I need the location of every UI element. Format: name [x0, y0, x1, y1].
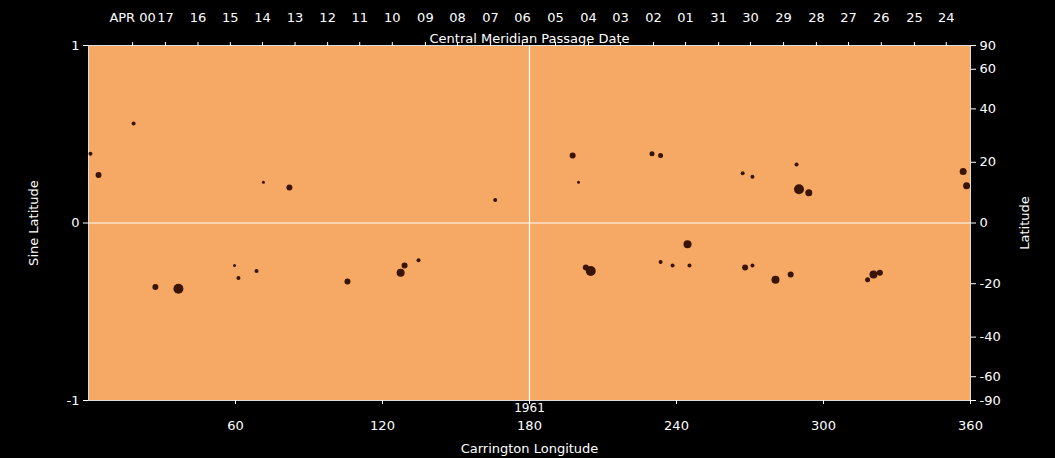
- svg-text:15: 15: [222, 10, 239, 25]
- svg-text:20: 20: [980, 154, 997, 169]
- svg-text:04: 04: [580, 10, 597, 25]
- svg-text:-20: -20: [980, 276, 1001, 291]
- svg-text:10: 10: [384, 10, 401, 25]
- svg-text:29: 29: [775, 10, 792, 25]
- svg-text:07: 07: [482, 10, 499, 25]
- svg-text:1: 1: [71, 38, 79, 53]
- svg-text:05: 05: [547, 10, 564, 25]
- svg-text:60: 60: [227, 418, 244, 433]
- svg-text:0: 0: [71, 215, 79, 230]
- svg-text:Latitude: Latitude: [1017, 196, 1032, 250]
- svg-text:Carrington Longitude: Carrington Longitude: [461, 441, 599, 456]
- svg-text:-90: -90: [980, 393, 1001, 408]
- svg-text:240: 240: [664, 418, 689, 433]
- svg-text:09: 09: [417, 10, 434, 25]
- svg-text:120: 120: [370, 418, 395, 433]
- svg-text:17: 17: [157, 10, 174, 25]
- svg-text:02: 02: [645, 10, 662, 25]
- svg-text:11: 11: [351, 10, 368, 25]
- svg-text:90: 90: [980, 38, 997, 53]
- svg-text:27: 27: [840, 10, 857, 25]
- svg-text:06: 06: [514, 10, 531, 25]
- svg-text:26: 26: [873, 10, 890, 25]
- svg-text:40: 40: [980, 101, 997, 116]
- svg-text:31: 31: [710, 10, 727, 25]
- svg-text:0: 0: [980, 215, 988, 230]
- svg-text:300: 300: [811, 418, 836, 433]
- svg-text:180: 180: [517, 418, 542, 433]
- svg-text:APR 00: APR 00: [109, 10, 155, 25]
- svg-text:01: 01: [677, 10, 694, 25]
- svg-text:16: 16: [190, 10, 207, 25]
- svg-text:1961: 1961: [514, 401, 545, 415]
- svg-text:-40: -40: [980, 329, 1001, 344]
- svg-text:Central Meridian Passage Date: Central Meridian Passage Date: [429, 31, 629, 46]
- svg-text:-1: -1: [67, 393, 80, 408]
- svg-text:25: 25: [906, 10, 923, 25]
- svg-text:360: 360: [958, 418, 983, 433]
- svg-text:-60: -60: [980, 369, 1001, 384]
- svg-text:24: 24: [938, 10, 955, 25]
- svg-text:60: 60: [980, 61, 997, 76]
- svg-text:14: 14: [254, 10, 271, 25]
- svg-text:12: 12: [319, 10, 336, 25]
- svg-text:08: 08: [449, 10, 466, 25]
- svg-text:13: 13: [287, 10, 304, 25]
- svg-text:Sine Latitude: Sine Latitude: [26, 180, 41, 266]
- svg-text:30: 30: [742, 10, 759, 25]
- svg-text:03: 03: [612, 10, 629, 25]
- svg-text:28: 28: [808, 10, 825, 25]
